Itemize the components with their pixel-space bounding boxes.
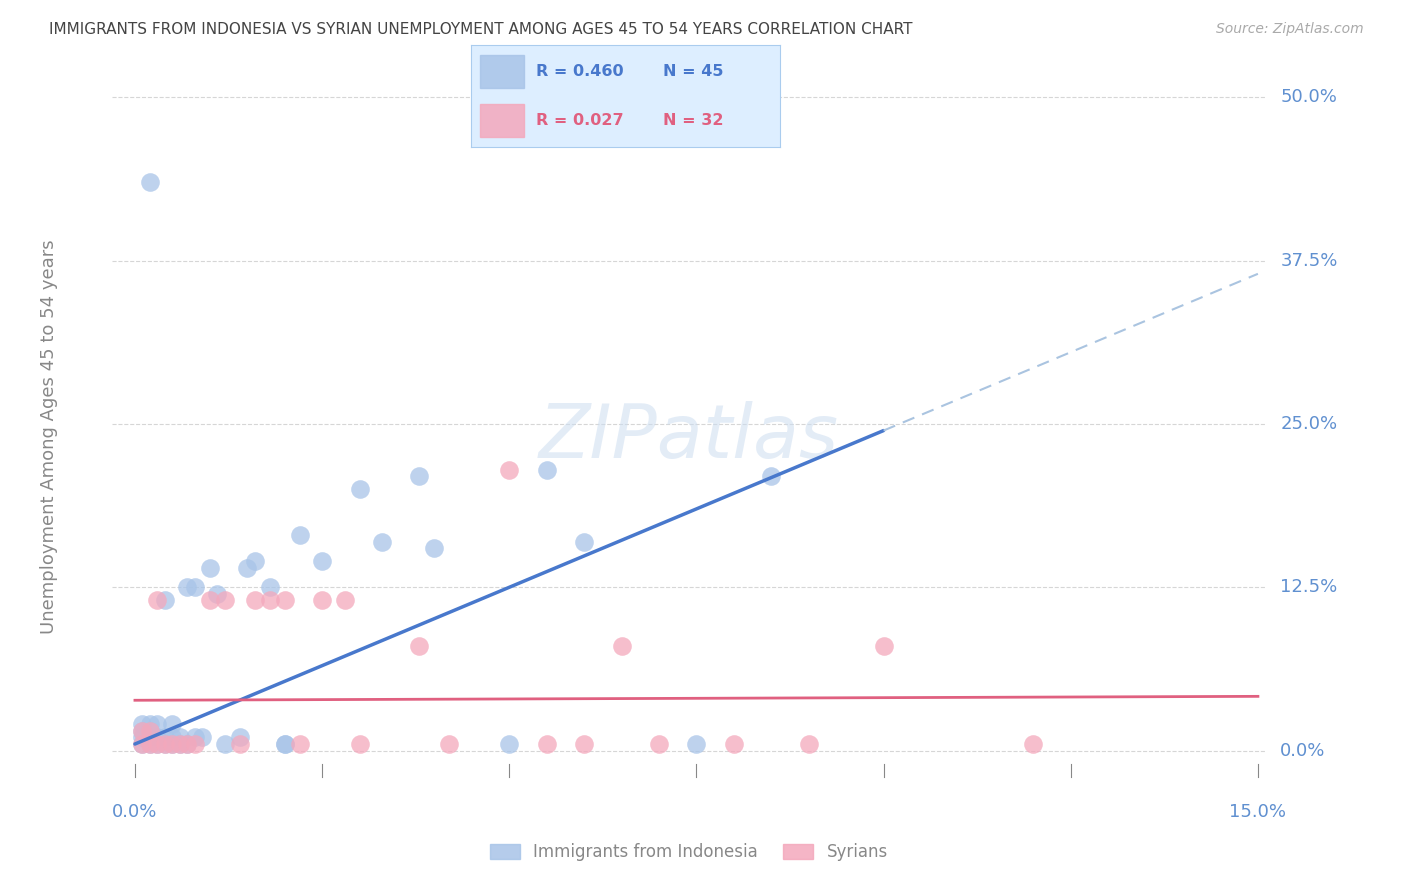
Point — [184, 580, 207, 594]
Point — [139, 723, 162, 738]
Point — [198, 593, 221, 607]
Point — [162, 737, 184, 751]
Point — [288, 737, 311, 751]
Point — [139, 731, 162, 745]
Point — [139, 723, 162, 738]
Point — [311, 593, 333, 607]
Point — [229, 737, 252, 751]
Point — [162, 737, 184, 751]
Text: 0.0%: 0.0% — [112, 803, 157, 821]
Point — [349, 737, 371, 751]
Point — [349, 483, 371, 497]
Point — [1022, 737, 1045, 751]
Point — [139, 737, 162, 751]
Point — [273, 737, 295, 751]
Point — [169, 731, 191, 745]
Point — [498, 737, 520, 751]
Point — [146, 731, 169, 745]
Point — [184, 731, 207, 745]
Point — [169, 737, 191, 751]
Point — [153, 737, 176, 751]
Text: 0.0%: 0.0% — [1281, 741, 1326, 760]
Text: IMMIGRANTS FROM INDONESIA VS SYRIAN UNEMPLOYMENT AMONG AGES 45 TO 54 YEARS CORRE: IMMIGRANTS FROM INDONESIA VS SYRIAN UNEM… — [49, 22, 912, 37]
Point — [153, 737, 176, 751]
Point — [236, 560, 259, 574]
Point — [191, 731, 214, 745]
Point — [408, 469, 430, 483]
Point — [723, 737, 745, 751]
Point — [572, 737, 595, 751]
Point — [131, 717, 153, 731]
Point — [872, 639, 894, 653]
Point — [131, 723, 153, 738]
Point — [131, 731, 153, 745]
Point — [176, 737, 198, 751]
Point — [273, 593, 295, 607]
Point — [198, 560, 221, 574]
Point — [761, 469, 783, 483]
Point — [146, 593, 169, 607]
Point — [536, 737, 558, 751]
Point — [229, 731, 252, 745]
Point — [259, 593, 281, 607]
Point — [176, 580, 198, 594]
Text: N = 32: N = 32 — [662, 113, 723, 128]
Point — [423, 541, 446, 555]
Point — [243, 554, 266, 568]
Point — [131, 737, 153, 751]
Text: 37.5%: 37.5% — [1281, 252, 1337, 269]
Point — [153, 731, 176, 745]
Point — [333, 593, 356, 607]
Point — [139, 717, 162, 731]
Text: R = 0.027: R = 0.027 — [536, 113, 624, 128]
Point — [273, 737, 295, 751]
Point — [207, 587, 229, 601]
Point — [371, 534, 394, 549]
Point — [439, 737, 461, 751]
Point — [259, 580, 281, 594]
Point — [176, 737, 198, 751]
Text: 25.0%: 25.0% — [1281, 415, 1337, 433]
Point — [184, 737, 207, 751]
Point — [648, 737, 671, 751]
Point — [408, 639, 430, 653]
Point — [572, 534, 595, 549]
Point — [311, 554, 333, 568]
Point — [536, 463, 558, 477]
Point — [139, 175, 162, 189]
Point — [146, 737, 169, 751]
Point — [139, 737, 162, 751]
Point — [131, 723, 153, 738]
Point — [131, 737, 153, 751]
Point — [169, 737, 191, 751]
Point — [498, 463, 520, 477]
Bar — [481, 104, 523, 137]
Point — [162, 731, 184, 745]
Text: 50.0%: 50.0% — [1281, 88, 1337, 106]
Point — [214, 593, 236, 607]
Bar — [481, 55, 523, 87]
Point — [797, 737, 820, 751]
Text: Source: ZipAtlas.com: Source: ZipAtlas.com — [1216, 22, 1364, 37]
Text: N = 45: N = 45 — [662, 63, 723, 78]
Point — [243, 593, 266, 607]
Point — [146, 737, 169, 751]
Point — [610, 639, 633, 653]
Point — [153, 593, 176, 607]
Text: Unemployment Among Ages 45 to 54 years: Unemployment Among Ages 45 to 54 years — [39, 240, 58, 634]
Text: 15.0%: 15.0% — [1229, 803, 1286, 821]
Point — [685, 737, 707, 751]
Point — [162, 717, 184, 731]
Text: ZIPatlas: ZIPatlas — [538, 401, 839, 473]
Legend: Immigrants from Indonesia, Syrians: Immigrants from Indonesia, Syrians — [484, 837, 894, 868]
Point — [146, 717, 169, 731]
Text: 12.5%: 12.5% — [1281, 578, 1337, 596]
Point — [288, 528, 311, 542]
Text: R = 0.460: R = 0.460 — [536, 63, 624, 78]
Point — [214, 737, 236, 751]
